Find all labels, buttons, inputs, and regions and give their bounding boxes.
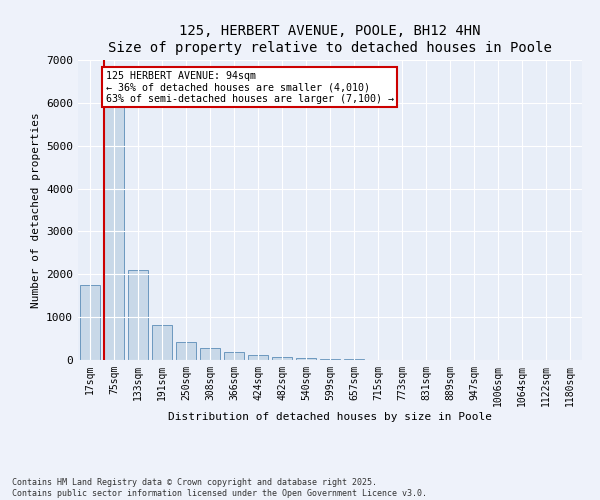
Title: 125, HERBERT AVENUE, POOLE, BH12 4HN
Size of property relative to detached house: 125, HERBERT AVENUE, POOLE, BH12 4HN Siz…: [108, 24, 552, 54]
X-axis label: Distribution of detached houses by size in Poole: Distribution of detached houses by size …: [168, 412, 492, 422]
Bar: [248, 356, 268, 360]
Bar: [176, 342, 196, 360]
Text: 125 HERBERT AVENUE: 94sqm
← 36% of detached houses are smaller (4,010)
63% of se: 125 HERBERT AVENUE: 94sqm ← 36% of detac…: [106, 70, 394, 104]
Bar: [200, 348, 220, 360]
Bar: [344, 359, 364, 360]
Bar: [80, 285, 100, 360]
Bar: [272, 357, 292, 360]
Bar: [224, 352, 244, 360]
Bar: [296, 358, 316, 360]
Text: Contains HM Land Registry data © Crown copyright and database right 2025.
Contai: Contains HM Land Registry data © Crown c…: [12, 478, 427, 498]
Bar: [104, 92, 124, 360]
Bar: [128, 270, 148, 360]
Y-axis label: Number of detached properties: Number of detached properties: [31, 112, 41, 308]
Bar: [152, 325, 172, 360]
Bar: [320, 358, 340, 360]
